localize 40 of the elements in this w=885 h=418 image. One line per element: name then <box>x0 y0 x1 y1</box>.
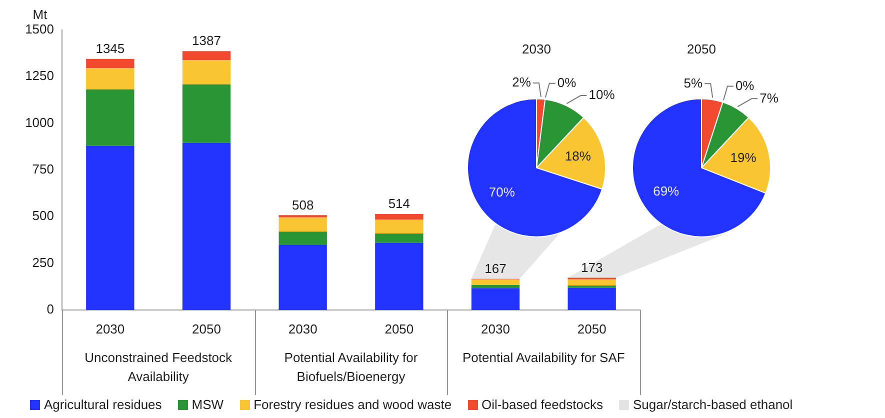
x-tick-label: 2050 <box>577 321 606 336</box>
text: Unconstrained Feedstock Availability <box>84 350 233 384</box>
chart-title: 2050 <box>687 41 716 56</box>
total-label: 514 <box>388 196 410 212</box>
y-tick-label: 750 <box>32 162 54 177</box>
y-axis-title: Mt <box>32 7 48 22</box>
y-tick-label: 500 <box>32 208 54 224</box>
text: 0% <box>557 74 576 90</box>
data-label: 10% <box>588 87 616 102</box>
y-tick-label: 1500 <box>25 22 54 37</box>
x-tick-label: 2030 <box>481 321 510 336</box>
total-label: 167 <box>484 260 506 276</box>
y-tick-label: 250 <box>32 254 54 270</box>
x-tick-label: 2030 <box>96 321 125 336</box>
total-label: 508 <box>292 197 314 212</box>
chart-title: 2030 <box>522 41 551 56</box>
data-label: 5% <box>684 75 704 90</box>
x-tick-label: 2050 <box>384 321 414 336</box>
legend-label: MSW <box>190 397 224 412</box>
x-tick-label: 2050 <box>192 321 221 336</box>
x-tick-label: 2030 <box>288 321 318 336</box>
legend-label: Agricultural residues <box>43 397 162 412</box>
legend-label: Oil-based feedstocks <box>480 397 603 412</box>
data-label: 70% <box>488 184 516 200</box>
text: Potential Availability for SAF <box>462 350 625 366</box>
y-tick-label: 0 <box>46 302 54 317</box>
legend-label: Forestry residues and wood waste <box>252 397 452 412</box>
total-label: 1387 <box>192 33 221 48</box>
text: Potential Availability for Biofuels/Bioenergy <box>284 350 418 384</box>
legend-label: Sugar/starch-based ethanol <box>632 397 793 412</box>
data-label: 7% <box>760 90 779 106</box>
data-label: 69% <box>653 183 680 198</box>
data-label: 19% <box>730 150 757 166</box>
data-label: 2% <box>512 74 532 90</box>
data-label: 18% <box>564 148 592 164</box>
y-tick-label: 1250 <box>25 68 54 84</box>
total-label: 1345 <box>96 41 125 56</box>
total-label: 173 <box>580 260 603 275</box>
y-tick-label: 1000 <box>25 114 54 130</box>
text: 0% <box>735 78 754 93</box>
